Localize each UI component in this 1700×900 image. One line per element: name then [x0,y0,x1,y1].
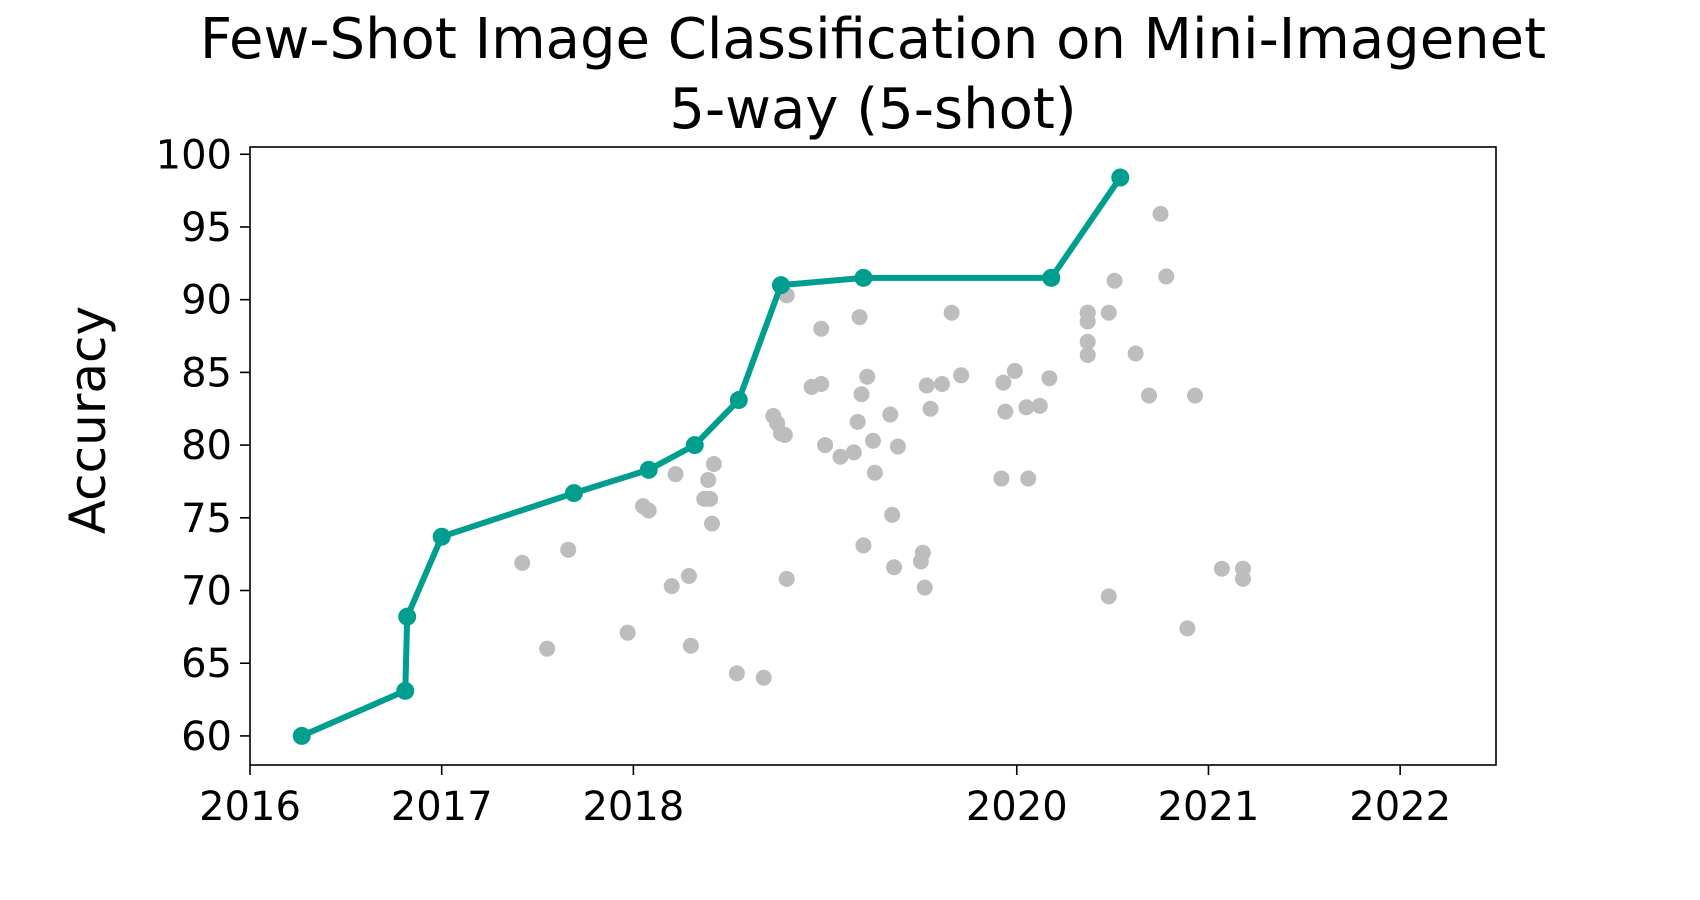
y-axis-label: Accuracy [59,306,117,534]
scatter-point [853,386,870,403]
chart-title-line1: Few-Shot Image Classification on Mini-Im… [200,7,1546,72]
frontier-point [729,391,748,410]
scatter-point [1079,333,1096,350]
scatter-point [640,502,657,519]
scatter-point [680,567,697,584]
frontier-point [396,681,415,700]
scatter-point [855,537,872,554]
scatter-point [918,377,935,394]
frontier-point [1111,168,1130,187]
scatter-point [914,544,931,561]
scatter-point [995,374,1012,391]
scatter-point [1100,304,1117,321]
x-tick-label: 2018 [582,784,684,830]
scatter-point [813,376,830,393]
scatter-point [884,506,901,523]
scatter-point [817,437,834,454]
scatter-point [1006,362,1023,379]
scatter-point [993,470,1010,487]
scatter-point [1020,470,1037,487]
scatter-point [1141,387,1158,404]
plot-area: 60 65 70 75 80 85 90 95 100 2016 2017 2018 2020 2021 2… [156,132,1497,830]
scatter-point [703,515,720,532]
scatter-point [700,471,717,488]
frontier-point [1042,268,1061,287]
scatter-point [667,466,684,483]
y-tick-label: 100 [156,132,232,178]
scatter-point [943,304,960,321]
frontier-point [854,268,873,287]
scatter-point [682,637,699,654]
scatter-point [1106,272,1123,289]
x-tick-label: 2017 [391,784,493,830]
scatter-point [1031,397,1048,414]
scatter-point [1158,268,1175,285]
x-tick-label: 2022 [1349,784,1451,830]
scatter-point [1100,588,1117,605]
scatter-point [813,320,830,337]
scatter-point [1187,387,1204,404]
scatter-point [1079,304,1096,321]
scatter-point [1152,205,1169,222]
y-tick-label: 95 [181,205,232,251]
scatter-point [728,665,745,682]
scatter-point [953,367,970,384]
x-tick-label: 2016 [199,784,301,830]
chart-title-line2: 5-way (5-shot) [669,77,1076,142]
frontier-point [398,607,417,626]
scatter-point [1179,620,1196,637]
scatter-point [889,438,906,455]
scatter-point [851,309,868,326]
frontier-point [685,436,704,455]
scatter-point [866,464,883,481]
scatter-point [514,554,531,571]
scatter-point [997,403,1014,420]
frontier-point [564,484,583,503]
scatter-point [1018,399,1035,416]
frontier-point [432,527,451,546]
scatter-point [560,541,577,558]
scatter-point [1041,370,1058,387]
scatter-point [1079,346,1096,363]
scatter-point [539,640,556,657]
scatter-point [859,368,876,385]
scatter-point [849,413,866,430]
scatter-point [702,490,719,507]
scatter-point [865,432,881,449]
scatter-point [882,406,899,423]
scatter-point [845,444,862,461]
scatter-point [1127,345,1144,362]
plot-frame [249,146,1497,766]
x-tick-label: 2020 [966,784,1068,830]
y-tick-label: 80 [181,423,232,469]
scatter-point [832,448,849,465]
frontier-point [639,460,658,479]
scatter-point [922,400,939,417]
y-tick-label: 75 [181,496,232,542]
scatter-point [778,570,795,587]
scatter-point [886,559,903,576]
scatter-point [705,455,722,472]
frontier-point [292,726,311,745]
y-tick-label: 90 [181,278,232,324]
scatter-point [1234,560,1251,577]
scatter-point [755,669,772,686]
frontier-point [771,276,790,295]
scatter-point [776,426,793,443]
y-tick-label: 85 [181,350,232,396]
frontier-line [298,174,1124,739]
y-tick-label: 70 [181,569,232,615]
scatter-point [916,579,933,596]
y-tick-label: 60 [181,714,232,760]
scatter-point [1213,560,1230,577]
scatter-point [619,624,636,641]
scatter-point [663,578,680,595]
y-tick-label: 65 [181,641,232,687]
x-tick-label: 2021 [1158,784,1260,830]
scatter-point [934,376,951,393]
